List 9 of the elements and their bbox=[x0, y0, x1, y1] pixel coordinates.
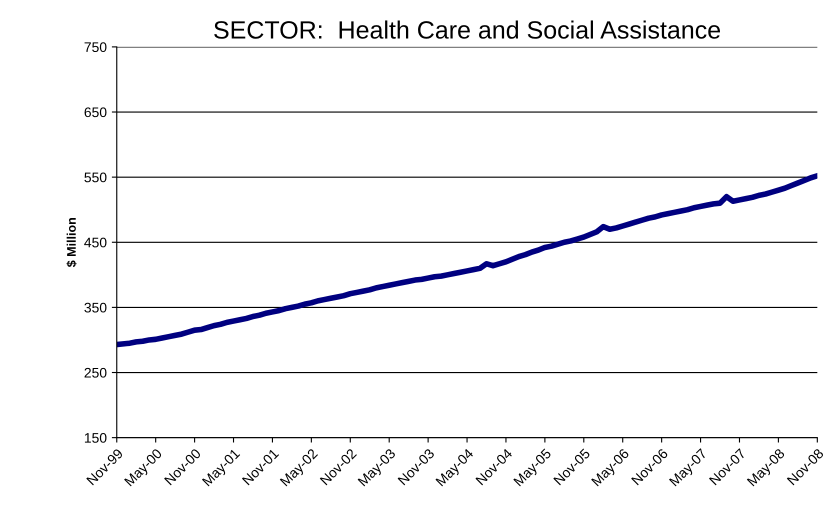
y-tick-label: 450 bbox=[84, 238, 106, 248]
y-tick-label: 750 bbox=[84, 42, 106, 52]
y-tick-label: 250 bbox=[84, 368, 106, 378]
y-tick-label: 650 bbox=[84, 107, 106, 118]
y-axis-title: $ Million bbox=[66, 218, 77, 268]
y-tick-label: 550 bbox=[84, 172, 106, 182]
y-tick-label: 150 bbox=[84, 432, 106, 443]
y-tick-label: 350 bbox=[84, 302, 106, 313]
chart-title: SECTOR: Health Care and Social Assistance bbox=[214, 20, 720, 39]
